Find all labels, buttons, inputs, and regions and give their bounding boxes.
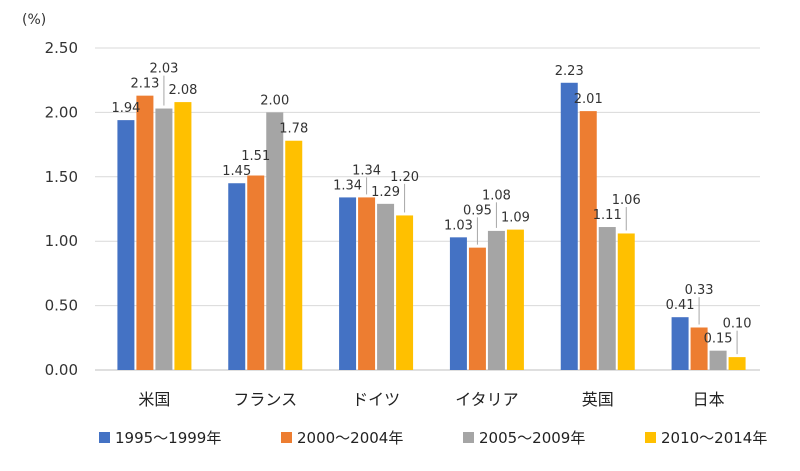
data-label: 1.03 <box>444 218 473 233</box>
y-tick-label: 2.50 <box>45 39 78 57</box>
bar <box>266 112 284 371</box>
data-label: 2.23 <box>555 64 584 79</box>
data-label: 1.34 <box>352 163 381 178</box>
y-axis-unit-label: (%) <box>22 12 46 28</box>
legend-swatch <box>645 432 656 443</box>
bar <box>377 203 395 370</box>
bar <box>709 350 727 370</box>
bar <box>228 183 246 370</box>
bar <box>598 227 616 370</box>
category-label: フランス <box>233 390 297 409</box>
data-label: 1.20 <box>390 170 419 185</box>
y-tick-label: 0.00 <box>45 361 78 379</box>
y-tick-label: 2.00 <box>45 103 78 121</box>
legend-label: 2005～2009年 <box>479 429 585 447</box>
legend-swatch <box>99 432 110 443</box>
data-label: 0.15 <box>704 332 733 347</box>
legend-swatch <box>463 432 474 443</box>
data-label: 2.13 <box>130 77 159 92</box>
bar <box>506 229 524 370</box>
category-label: イタリア <box>455 390 518 409</box>
gridlines <box>95 47 760 371</box>
data-label: 1.06 <box>612 193 641 208</box>
data-label: 1.34 <box>333 178 362 193</box>
bar <box>560 82 578 370</box>
data-label: 2.01 <box>574 92 603 107</box>
y-tick-label: 0.50 <box>45 297 78 315</box>
category-label: 英国 <box>582 390 614 409</box>
y-tick-label: 1.00 <box>45 232 78 250</box>
legend-label: 2000～2004年 <box>297 429 403 447</box>
bar <box>449 237 467 370</box>
data-label: 0.10 <box>723 317 752 332</box>
data-label: 1.78 <box>279 122 308 137</box>
data-label: 0.41 <box>666 298 695 313</box>
data-label: 1.51 <box>241 149 270 164</box>
category-label: 日本 <box>693 390 725 409</box>
legend: 1995～1999年 2000～2004年 2005～2009年 2010～2014年 <box>99 429 767 447</box>
x-axis-category-labels: 米国 フランス ドイツ イタリア 英国 日本 <box>138 390 724 409</box>
category-label: ドイツ <box>352 390 400 409</box>
bar <box>136 95 154 370</box>
data-label: 2.03 <box>149 62 178 77</box>
legend-label: 1995～1999年 <box>115 429 221 447</box>
legend-swatch <box>281 432 292 443</box>
data-label-leader-lines <box>163 75 738 355</box>
data-label: 2.00 <box>260 93 289 108</box>
bar <box>339 197 357 370</box>
category-label: 米国 <box>138 390 170 409</box>
y-tick-label: 1.50 <box>45 168 78 186</box>
data-label: 1.11 <box>593 208 622 223</box>
bar <box>155 108 173 370</box>
bars <box>117 82 746 371</box>
bar <box>285 140 303 370</box>
bar <box>579 111 597 370</box>
bar <box>671 317 689 370</box>
legend-label: 2010～2014年 <box>661 429 767 447</box>
bar <box>396 215 414 370</box>
bar <box>728 357 746 370</box>
bar <box>617 233 635 370</box>
bar <box>174 102 192 370</box>
data-label: 0.95 <box>463 203 492 218</box>
bar <box>487 230 505 370</box>
bar <box>468 247 486 370</box>
bar <box>247 175 265 370</box>
y-axis-tick-labels: 0.00 0.50 1.00 1.50 2.00 2.50 <box>45 39 78 379</box>
data-label: 2.08 <box>168 83 197 98</box>
data-label: 1.29 <box>371 185 400 200</box>
data-labels: 1.94 2.132.03 2.08 1.451.51 2.00 1.78 1.341.34… <box>111 62 751 347</box>
data-label: 1.08 <box>482 188 511 203</box>
bar <box>117 120 135 371</box>
bar <box>358 197 376 370</box>
data-label: 1.45 <box>222 164 251 179</box>
bar <box>690 327 708 370</box>
data-label: 1.94 <box>111 101 140 116</box>
data-label: 0.33 <box>685 283 714 298</box>
data-label: 1.09 <box>501 211 530 226</box>
